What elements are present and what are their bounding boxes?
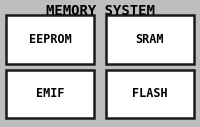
Text: FLASH: FLASH [132, 88, 168, 100]
Bar [6, 70, 94, 118]
Text: EMIF: EMIF [36, 88, 64, 100]
Bar [6, 15, 94, 64]
Text: SRAM: SRAM [136, 33, 164, 46]
Bar [106, 15, 194, 64]
Bar [106, 70, 194, 118]
Text: EEPROM: EEPROM [29, 33, 71, 46]
Text: MEMORY SYSTEM: MEMORY SYSTEM [46, 4, 154, 18]
